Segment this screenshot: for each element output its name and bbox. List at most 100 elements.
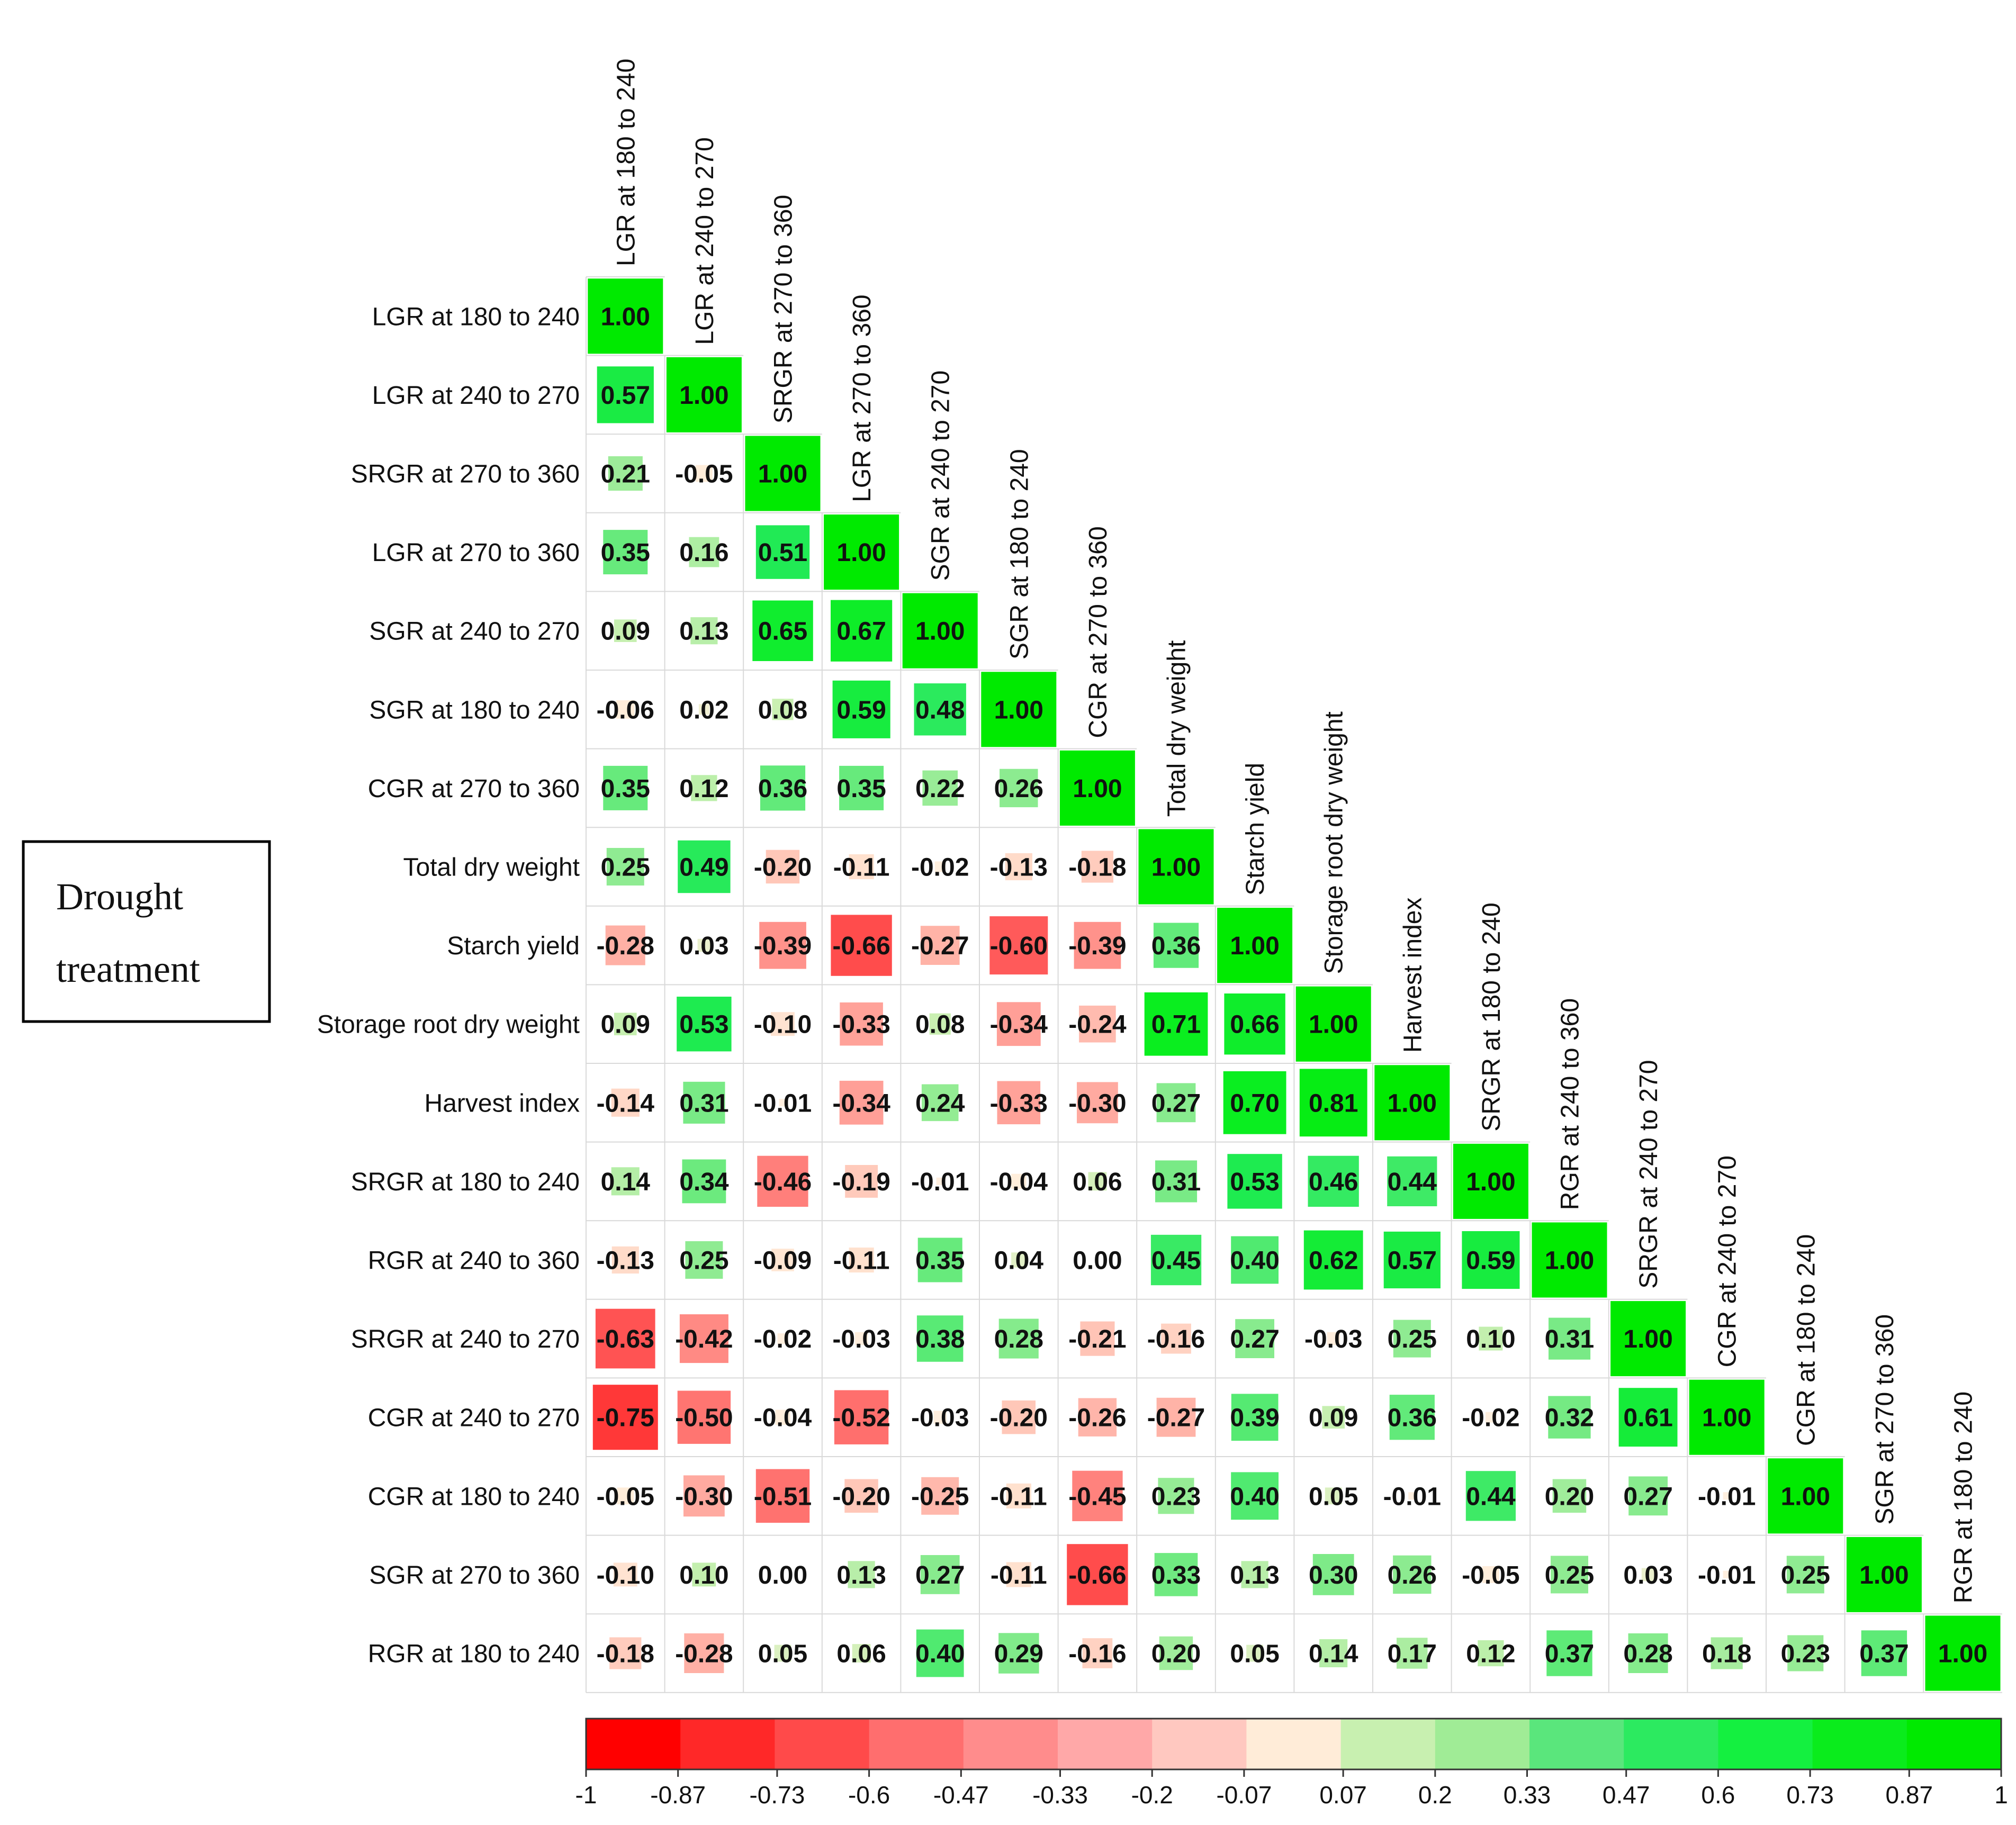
- heatmap-cell: [609, 1637, 642, 1669]
- row-label-total-dry-weight: Total dry weight: [403, 854, 580, 882]
- cell-value-label: -0.39: [1068, 932, 1126, 960]
- heatmap-cell: [760, 765, 806, 811]
- heatmap-cell: [1303, 1230, 1363, 1290]
- heatmap-cell: [839, 765, 884, 810]
- cell-value-label: -0.02: [911, 854, 969, 882]
- cell-value-label: 0.25: [679, 1247, 728, 1275]
- heatmap-cell: [1846, 1537, 1922, 1612]
- heatmap-cell: [1006, 1562, 1031, 1587]
- cell-value-label: -0.04: [754, 1404, 812, 1432]
- heatmap-cell: [921, 1084, 959, 1122]
- heatmap-cell: [1231, 1472, 1279, 1520]
- cell-value-label: 0.20: [1545, 1483, 1594, 1511]
- cell-value-label: 1.00: [679, 382, 728, 410]
- heatmap-cell: [1308, 1155, 1359, 1207]
- column-label-cgr-at-240-to-270: CGR at 240 to 270: [1714, 1155, 1742, 1367]
- cell-value-label: 0.12: [679, 775, 728, 803]
- cell-value-label: 0.14: [1309, 1640, 1358, 1668]
- cell-value-label: 0.24: [915, 1089, 965, 1117]
- cell-value-label: 0.48: [915, 696, 965, 724]
- heatmap-cell: [1628, 1633, 1668, 1673]
- heatmap-cell: [998, 1633, 1039, 1674]
- heatmap-cell: [1462, 1231, 1520, 1289]
- heatmap-cell: [1551, 1556, 1588, 1594]
- heatmap-cell: [1383, 1231, 1441, 1289]
- cell-value-label: -0.16: [1147, 1325, 1205, 1353]
- row-label-cgr-at-180-to-240: CGR at 180 to 240: [368, 1483, 580, 1511]
- cell-value-label: 1.00: [758, 460, 807, 489]
- cell-value-label: 0.71: [1151, 1011, 1201, 1039]
- legend-color-bin: [1718, 1719, 1813, 1769]
- cell-value-label: 0.46: [1309, 1168, 1358, 1196]
- heatmap-cell: [1156, 1397, 1196, 1437]
- heatmap-cell: [698, 704, 709, 715]
- heatmap-cell: [1374, 1065, 1450, 1141]
- heatmap-cell: [1389, 1395, 1435, 1440]
- cell-value-label: 0.40: [1230, 1247, 1279, 1275]
- cell-value-label: 1.00: [1859, 1561, 1909, 1589]
- cell-value-label: 1.00: [1702, 1404, 1751, 1432]
- heatmap-cell: [840, 1002, 883, 1046]
- cell-value-label: -0.01: [1383, 1483, 1441, 1511]
- heatmap-cell: [608, 456, 643, 491]
- cell-value-label: 0.30: [1309, 1561, 1358, 1589]
- heatmap-cell: [1925, 1615, 2001, 1691]
- heatmap-cell: [1074, 921, 1121, 969]
- heatmap-cell: [603, 765, 648, 810]
- column-labels: LGR at 180 to 240 LGR at 240 to 270 SRGR a…: [612, 59, 1977, 1603]
- heatmap-cell: [989, 916, 1048, 975]
- heatmap-cell: [1082, 1638, 1113, 1668]
- cell-value-label: -0.13: [597, 1247, 654, 1275]
- cell-value-label: 0.59: [836, 696, 886, 724]
- cell-value-label: 1.00: [1623, 1325, 1672, 1353]
- row-label-cgr-at-240-to-270: CGR at 240 to 270: [368, 1404, 580, 1432]
- heatmap-cell: [691, 775, 717, 801]
- heatmap-cell: [845, 1165, 878, 1198]
- legend-tick-label: 0.33: [1504, 1781, 1551, 1809]
- cell-value-label: 0.06: [836, 1640, 886, 1668]
- cell-value-label: 0.29: [994, 1640, 1043, 1668]
- cell-value-label: -0.66: [1068, 1561, 1126, 1589]
- cell-value-label: 0.25: [601, 854, 650, 882]
- legend-tick-label: -0.33: [1032, 1781, 1088, 1809]
- treatment-box: Drought treatment: [22, 840, 271, 1023]
- heatmap-cell: [1144, 992, 1208, 1056]
- heatmap-cell: [606, 848, 644, 886]
- legend-tick-label: 0.07: [1319, 1781, 1367, 1809]
- heatmap-cell: [1155, 1160, 1198, 1203]
- heatmap-cell: [1312, 1554, 1354, 1595]
- cell-value-label: -0.10: [597, 1561, 654, 1589]
- column-label-total-dry-weight: Total dry weight: [1163, 640, 1191, 817]
- heatmap-cell: [1223, 1071, 1286, 1134]
- heatmap-cell: [1158, 1478, 1194, 1514]
- heatmap-cell: [614, 619, 637, 642]
- cell-value-label: -0.19: [832, 1168, 890, 1196]
- column-label-lgr-at-270-to-360: LGR at 270 to 360: [848, 295, 876, 502]
- heatmap-cell: [1161, 1323, 1191, 1354]
- row-label-rgr-at-180-to-240: RGR at 180 to 240: [368, 1640, 580, 1668]
- column-label-cgr-at-270-to-360: CGR at 270 to 360: [1084, 526, 1112, 738]
- cell-value-label: -0.26: [1068, 1404, 1126, 1432]
- cell-value-label: 0.81: [1309, 1089, 1358, 1117]
- cell-value-label: 0.49: [679, 854, 728, 882]
- heatmap-cell: [1246, 1645, 1263, 1662]
- cell-value-label: 1.00: [1230, 932, 1279, 960]
- heatmap-cell: [1479, 1326, 1503, 1351]
- cell-value-label: 0.40: [915, 1640, 965, 1668]
- row-label-cgr-at-270-to-360: CGR at 270 to 360: [368, 775, 580, 803]
- heatmap-cell: [1768, 1458, 1843, 1534]
- cell-value-label: 0.21: [601, 460, 650, 489]
- column-label-cgr-at-180-to-240: CGR at 180 to 240: [1792, 1234, 1820, 1446]
- heatmap-cell: [666, 357, 742, 432]
- cell-value-label: 0.27: [1230, 1325, 1279, 1353]
- heatmap-cell: [697, 938, 711, 952]
- cell-value-label: -0.18: [1068, 854, 1126, 882]
- cell-value-label: 0.03: [1623, 1561, 1672, 1589]
- heatmap-cell: [1723, 1492, 1731, 1500]
- cell-value-label: 0.61: [1623, 1404, 1672, 1432]
- cell-value-label: 0.10: [1466, 1325, 1515, 1353]
- cell-value-label: 0.05: [758, 1640, 807, 1668]
- cell-value-label: -0.05: [675, 460, 733, 489]
